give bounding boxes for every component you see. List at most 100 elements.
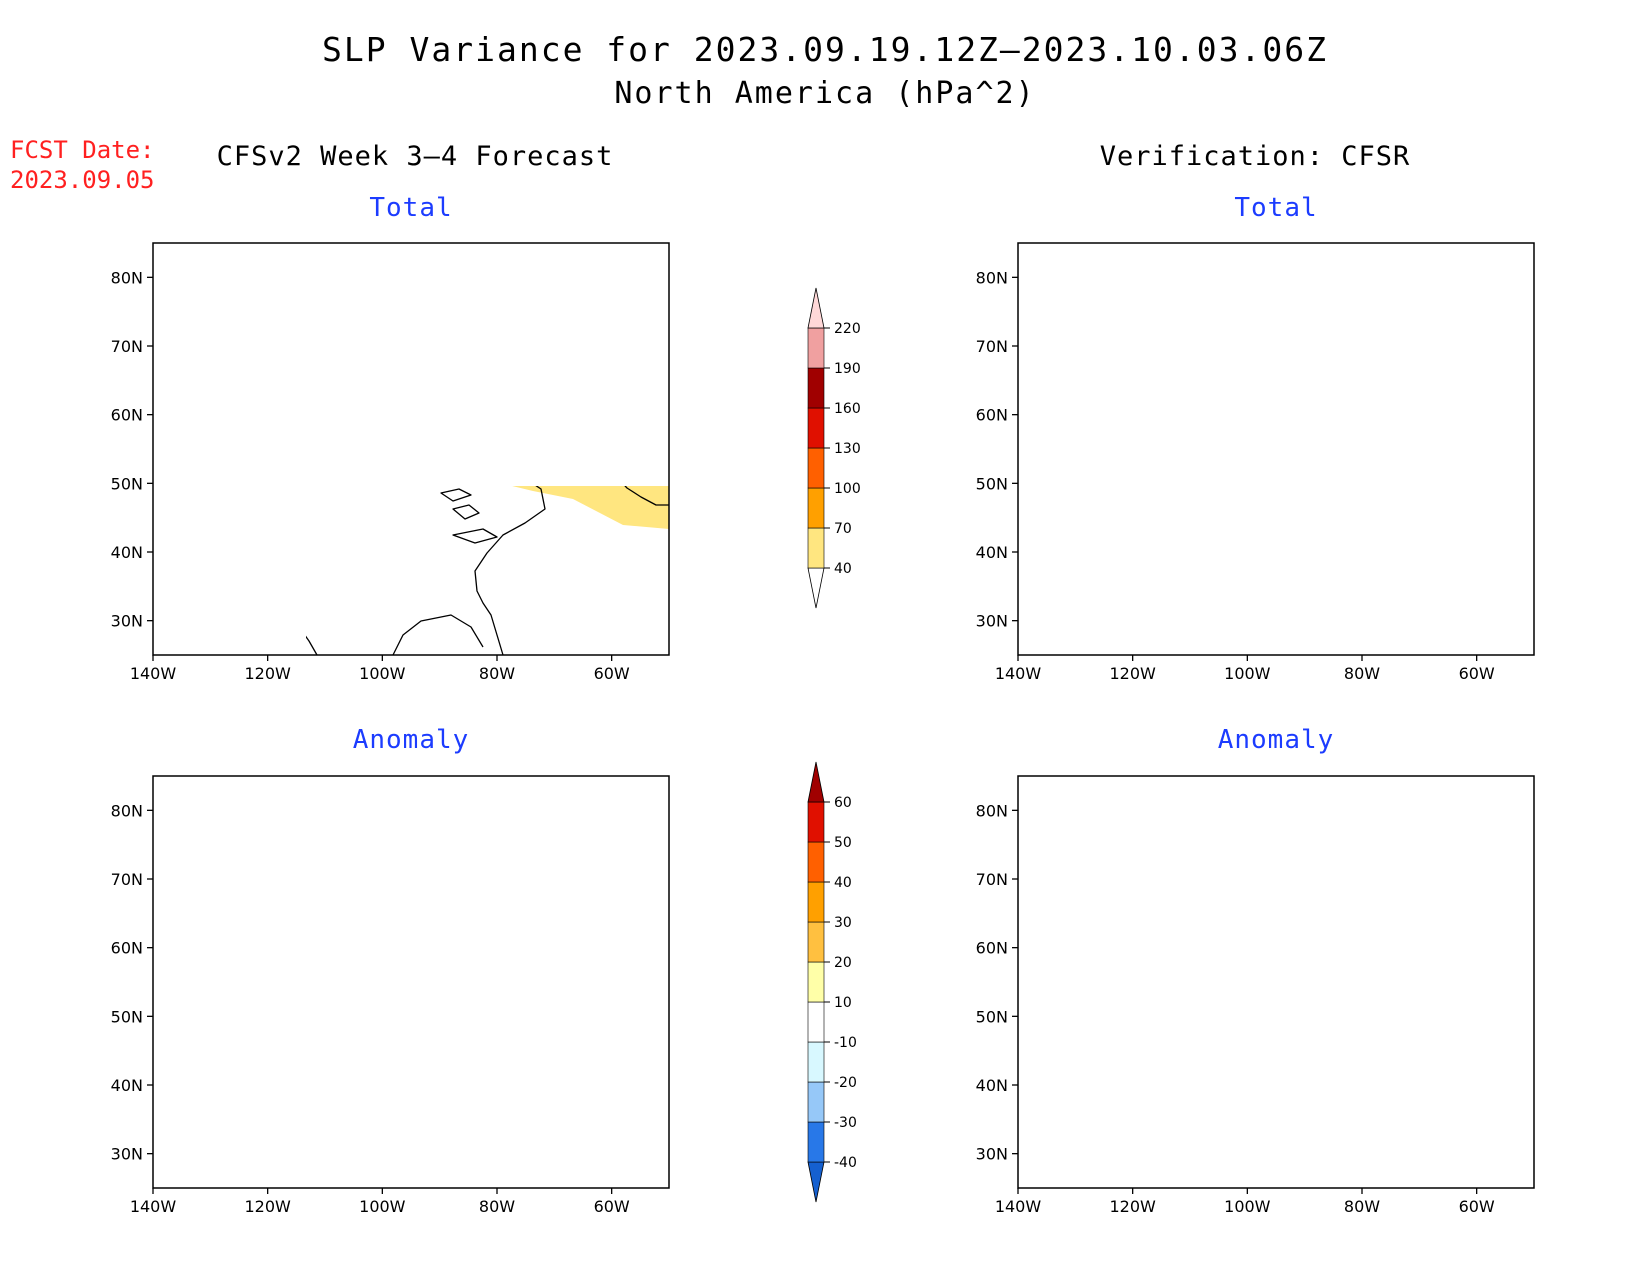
verif-anom-shade-pos60-west xyxy=(1018,1006,1050,1060)
map-panel-fcst-total: 30N 40N 50N 60N 70N 80N 140W 120W 100W 80W 60W xyxy=(111,242,670,683)
fcst-date-label: FCST Date: xyxy=(10,136,155,164)
fcst-total-shade-70-west xyxy=(153,407,207,493)
lat-tick-label: 80N xyxy=(111,801,143,820)
fcst-anom-shade-neg10 xyxy=(257,926,669,1108)
colorbar-segment xyxy=(807,841,825,883)
verif-total-shade-130 xyxy=(1018,465,1048,515)
fcst-anom-shade-neg20-east xyxy=(603,946,669,1014)
lon-tick-label: 120W xyxy=(1109,1197,1156,1216)
lat-tick-label: 70N xyxy=(976,870,1008,889)
colorbar-segment xyxy=(807,287,825,329)
fcst-anom-shade-pos20 xyxy=(175,986,217,1042)
lat-tick-label: 80N xyxy=(976,268,1008,287)
verif-anom-shade-pos50-north xyxy=(1284,860,1310,870)
fcst-anom-shade-pos10-mid xyxy=(303,826,453,900)
lon-tick-label: 100W xyxy=(1224,1197,1271,1216)
verif-anom-shade-pos10-north xyxy=(1238,846,1404,884)
lat-tick-label: 50N xyxy=(111,1007,143,1026)
lon-tick-label: 80W xyxy=(479,664,515,683)
verif-anom-shade-pos40-west xyxy=(1018,998,1064,1074)
fcst-total-shade-40 xyxy=(512,486,669,529)
fcst-total-shade-100 xyxy=(153,433,161,455)
colorbar-label: 130 xyxy=(834,441,861,457)
lon-tick-label: 140W xyxy=(995,664,1042,683)
colorbar-segment xyxy=(807,487,825,529)
verif-total-shade-40-east2 xyxy=(1518,475,1534,495)
colorbar-label: 10 xyxy=(834,995,852,1011)
colorbar-segment xyxy=(807,327,825,369)
lon-tick-label: 100W xyxy=(359,1197,406,1216)
verif-anom-shade-pos20-north xyxy=(1258,850,1384,878)
verif-total-shade-70-north xyxy=(1228,315,1378,375)
lat-tick-label: 50N xyxy=(111,474,143,493)
verif-anom-shade-pos30-west xyxy=(1018,994,1072,1082)
verif-anom-shade-pos20-se xyxy=(1500,1080,1528,1118)
colorbar-segment xyxy=(807,961,825,1003)
verif-anom-white-nw xyxy=(1018,776,1058,792)
lon-tick-label: 60W xyxy=(594,664,630,683)
colorbar-segment xyxy=(807,527,825,569)
colorbar-segment xyxy=(807,1081,825,1123)
colorbar-label: -10 xyxy=(834,1035,857,1051)
lat-tick-label: 50N xyxy=(976,1007,1008,1026)
fcst-anom-shade-neg30-a xyxy=(367,1032,393,1038)
colorbar-segment xyxy=(807,1121,825,1163)
lat-tick-label: 60N xyxy=(111,939,143,958)
map-panel-verif-anomaly: 30N 40N 50N 60N 70N 80N 140W 120W 100W 80W 60W xyxy=(976,775,1535,1216)
lat-tick-label: 40N xyxy=(976,1076,1008,1095)
lat-tick-label: 70N xyxy=(976,337,1008,356)
lat-tick-label: 80N xyxy=(111,268,143,287)
lat-tick-label: 40N xyxy=(111,1076,143,1095)
colorbar-segment xyxy=(807,407,825,449)
colorbar-label: 20 xyxy=(834,955,852,971)
lat-tick-label: 30N xyxy=(111,1145,143,1164)
colorbar-segment xyxy=(807,881,825,923)
verif-anom-white-north xyxy=(1058,796,1448,856)
colorbar-segment xyxy=(807,761,825,803)
fcst-total-shade-70-north xyxy=(263,347,385,379)
lat-tick-label: 30N xyxy=(976,1145,1008,1164)
verif-anom-shade-pos30-north xyxy=(1268,856,1364,874)
verif-anom-shade-pos10-west xyxy=(1018,974,1098,1114)
verif-total-shade-100-west xyxy=(1018,451,1058,527)
lon-tick-label: 140W xyxy=(130,664,177,683)
colorbar-segment xyxy=(807,1041,825,1083)
lon-tick-label: 100W xyxy=(1224,664,1271,683)
colorbar-label: -30 xyxy=(834,1115,857,1131)
lon-tick-label: 60W xyxy=(1459,1197,1495,1216)
lon-tick-label: 60W xyxy=(1459,664,1495,683)
verif-anom-white-patch2 xyxy=(1148,912,1194,938)
colorbar-segment xyxy=(807,1001,825,1043)
axes-verif-total: 30N 40N 50N 60N 70N 80N 140W 120W 100W 80W 60W xyxy=(976,268,1495,683)
lat-tick-label: 60N xyxy=(976,939,1008,958)
lat-tick-label: 30N xyxy=(976,612,1008,631)
lat-tick-label: 70N xyxy=(111,337,143,356)
panel-title-verif-total: Total xyxy=(1234,193,1318,223)
colorbar-label: 30 xyxy=(834,915,852,931)
colorbar-label: 160 xyxy=(834,401,861,417)
colorbar-segment xyxy=(807,1161,825,1203)
lat-tick-label: 60N xyxy=(111,406,143,425)
forecast-column-heading: CFSv2 Week 3–4 Forecast xyxy=(216,141,614,172)
fcst-anom-shade-neg10-sw xyxy=(153,880,187,912)
colorbar-label: -20 xyxy=(834,1075,857,1091)
colorbar-segment xyxy=(807,801,825,843)
lon-tick-label: 100W xyxy=(359,664,406,683)
lon-tick-label: 80W xyxy=(1344,1197,1380,1216)
map-panel-fcst-anomaly: 30N 40N 50N 60N 70N 80N 140W 120W 100W 80W 60W xyxy=(111,775,670,1216)
colorbar-label: 40 xyxy=(834,561,852,577)
verif-anom-shade-pos20-west xyxy=(1018,986,1082,1094)
colorbar-total: 40 70 100 130 160 190 220 xyxy=(807,287,861,609)
verif-anom-shade-neg40 xyxy=(1084,866,1534,1076)
axes-verif-anomaly: 30N 40N 50N 60N 70N 80N 140W 120W 100W 80W 60W xyxy=(976,801,1495,1216)
lon-tick-label: 80W xyxy=(1344,664,1380,683)
chart-subtitle: North America (hPa^2) xyxy=(614,76,1036,111)
colorbar-label: 40 xyxy=(834,875,852,891)
colorbar-segment xyxy=(807,447,825,489)
colorbar-label: 220 xyxy=(834,321,861,337)
verif-anom-shade-pos10-sc xyxy=(1378,1116,1394,1128)
fcst-anom-shade-pos10-west xyxy=(153,956,237,1068)
panel-title-fcst-anomaly: Anomaly xyxy=(352,725,470,755)
colorbar-label: 50 xyxy=(834,835,852,851)
